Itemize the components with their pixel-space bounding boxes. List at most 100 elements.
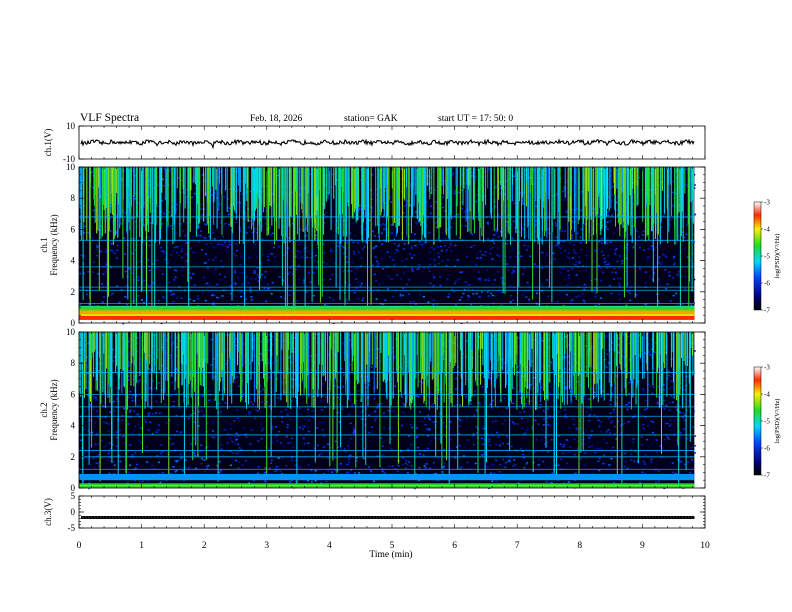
noise-cell <box>87 270 90 273</box>
noise-cell <box>452 392 454 395</box>
noise-cell <box>336 219 339 222</box>
noise-cell <box>170 167 173 170</box>
noise-cell <box>352 222 355 225</box>
noise-cell <box>250 296 253 298</box>
noise-cell <box>133 237 136 240</box>
noise-cell <box>575 427 578 429</box>
noise-cell <box>398 390 401 392</box>
noise-cell <box>599 386 602 388</box>
noise-cell <box>484 286 487 289</box>
noise-cell <box>681 235 683 238</box>
strong-band <box>79 308 695 311</box>
noise-cell <box>576 361 579 364</box>
noise-cell <box>126 482 129 484</box>
noise-cell <box>658 229 661 231</box>
noise-cell <box>173 400 175 403</box>
noise-cell <box>441 260 444 262</box>
noise-cell <box>437 479 440 481</box>
noise-cell <box>510 223 513 226</box>
noise-cell <box>452 167 455 169</box>
noise-cell <box>583 288 586 291</box>
noise-cell <box>369 469 372 472</box>
noise-cell <box>405 460 408 462</box>
noise-cell <box>249 290 252 293</box>
noise-cell <box>607 418 610 421</box>
noise-cell <box>261 416 264 419</box>
noise-cell <box>558 246 561 248</box>
y-tick-label: 10 <box>66 121 76 131</box>
noise-cell <box>552 168 555 170</box>
noise-cell <box>302 229 305 231</box>
noise-cell <box>298 384 301 387</box>
noise-cell <box>230 428 233 430</box>
noise-cell <box>281 421 284 423</box>
noise-cell <box>552 252 555 255</box>
noise-cell <box>114 356 116 358</box>
noise-cell <box>223 429 226 431</box>
noise-cell <box>223 196 226 198</box>
noise-cell <box>420 420 423 423</box>
noise-cell <box>179 453 182 456</box>
noise-cell <box>685 168 688 170</box>
noise-cell <box>527 419 530 421</box>
noise-cell <box>530 389 533 391</box>
noise-cell <box>347 241 350 244</box>
noise-cell <box>459 271 462 273</box>
noise-cell <box>403 243 406 245</box>
noise-cell <box>353 431 356 433</box>
noise-cell <box>629 459 632 461</box>
noise-cell <box>203 470 206 473</box>
noise-cell <box>460 224 463 227</box>
noise-cell <box>231 288 234 290</box>
noise-cell <box>644 282 647 284</box>
noise-cell <box>130 237 133 240</box>
noise-cell <box>123 184 126 186</box>
noise-cell <box>411 268 413 270</box>
noise-cell <box>508 460 511 463</box>
noise-cell <box>268 349 271 351</box>
noise-cell <box>204 253 207 255</box>
noise-cell <box>108 472 111 475</box>
noise-cell <box>654 469 657 471</box>
noise-cell <box>165 479 168 482</box>
noise-cell <box>178 177 181 179</box>
noise-cell <box>329 179 332 181</box>
noise-cell <box>574 264 577 266</box>
noise-cell <box>630 453 633 455</box>
noise-cell <box>413 487 416 490</box>
noise-cell <box>541 267 544 269</box>
noise-cell <box>168 169 171 172</box>
noise-cell <box>474 175 477 178</box>
noise-cell <box>447 274 450 276</box>
noise-cell <box>566 192 568 194</box>
noise-cell <box>402 402 405 405</box>
noise-cell <box>121 414 124 417</box>
noise-cell <box>360 411 363 413</box>
noise-cell <box>130 416 132 418</box>
noise-cell <box>602 271 605 274</box>
noise-cell <box>328 296 331 299</box>
noise-cell <box>566 293 569 296</box>
noise-cell <box>687 409 690 412</box>
noise-cell <box>371 211 374 213</box>
noise-cell <box>559 252 562 254</box>
noise-cell <box>343 219 345 222</box>
noise-cell <box>428 231 431 234</box>
noise-cell <box>134 174 137 177</box>
noise-cell <box>550 361 553 364</box>
noise-cell <box>500 277 503 280</box>
noise-cell <box>426 215 429 218</box>
noise-cell <box>381 243 383 245</box>
noise-cell <box>271 282 274 284</box>
noise-cell <box>287 273 290 275</box>
noise-cell <box>346 447 349 450</box>
noise-cell <box>590 445 593 448</box>
noise-cell <box>650 245 653 247</box>
noise-cell <box>500 304 503 306</box>
noise-cell <box>651 392 654 395</box>
noise-cell <box>577 399 580 402</box>
noise-cell <box>236 417 239 420</box>
noise-cell <box>616 228 618 231</box>
noise-cell <box>582 299 585 302</box>
noise-cell <box>435 201 438 203</box>
